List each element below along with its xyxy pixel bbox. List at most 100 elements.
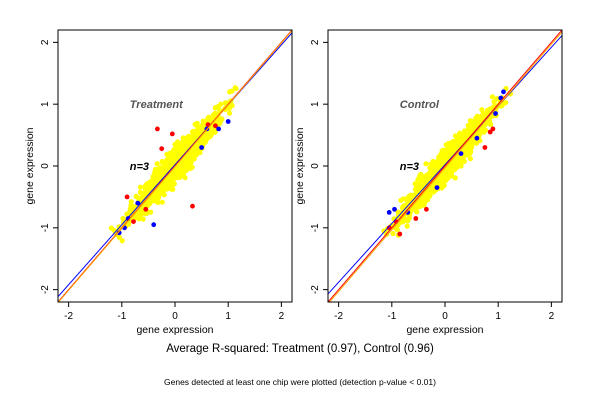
data-point <box>478 128 484 134</box>
fit-line-red <box>328 30 562 302</box>
data-point <box>201 131 207 137</box>
data-point <box>381 228 387 234</box>
data-point <box>197 129 203 135</box>
x-tick-label: 2 <box>549 311 555 322</box>
data-point <box>159 199 165 205</box>
data-point-blue <box>501 89 506 95</box>
y-tick-label: 0 <box>310 163 321 169</box>
data-point <box>226 110 233 116</box>
data-point <box>156 175 162 181</box>
data-point-blue <box>493 111 498 116</box>
y-tick-label: 1 <box>310 101 321 107</box>
data-point <box>211 113 217 119</box>
data-point <box>165 179 171 185</box>
data-point <box>390 230 396 237</box>
data-point <box>440 152 446 158</box>
data-point <box>215 103 221 110</box>
y-tick-label: 2 <box>40 39 51 45</box>
fit-line-blue <box>328 35 562 295</box>
data-point <box>416 204 422 210</box>
data-point <box>414 209 420 215</box>
series-red <box>124 122 218 225</box>
data-point-red <box>213 123 218 129</box>
data-point <box>159 189 165 195</box>
data-point <box>233 85 239 92</box>
panel-title: Control <box>400 99 440 111</box>
data-point <box>452 133 459 139</box>
data-point <box>452 175 458 181</box>
data-point <box>404 223 410 229</box>
data-point <box>443 155 449 161</box>
data-point <box>159 160 165 166</box>
data-point <box>183 141 189 147</box>
x-tick-label: -2 <box>334 311 343 322</box>
data-point <box>137 189 143 195</box>
data-point <box>200 118 206 124</box>
data-point <box>226 105 232 111</box>
y-tick-label: 0 <box>40 163 51 169</box>
data-point <box>146 183 152 189</box>
data-point <box>108 225 114 231</box>
scatter-panel-1: -2 -1 0 1 2 -2 -1 0 1 2 gene expression gene expres… <box>24 29 293 336</box>
series-red <box>386 126 496 237</box>
data-point-red <box>487 129 493 135</box>
data-point-red <box>397 231 403 237</box>
fit-line-orange <box>58 30 292 302</box>
y-tick-label: 1 <box>40 101 51 107</box>
data-point <box>142 186 148 192</box>
x-axis-label: gene expression <box>136 324 213 336</box>
data-point <box>194 148 200 154</box>
data-point <box>128 199 134 205</box>
data-point-red <box>482 145 488 150</box>
data-point <box>462 146 468 152</box>
data-point <box>174 152 181 158</box>
x-tick-label: 2 <box>279 311 285 322</box>
data-point <box>434 165 440 171</box>
data-point <box>148 209 154 215</box>
data-point <box>137 213 143 219</box>
x-tick-label: 1 <box>225 311 231 322</box>
data-point <box>140 216 146 222</box>
x-tick-label: 0 <box>172 311 178 322</box>
panel-annotation: n=3 <box>400 161 419 173</box>
data-point <box>227 89 233 95</box>
x-axis-label: gene expression <box>406 324 483 336</box>
fit-line-orange <box>328 31 562 302</box>
x-tick-label: 1 <box>495 311 501 322</box>
data-point <box>192 121 198 127</box>
data-point <box>455 138 461 144</box>
data-point <box>464 134 470 140</box>
figure-footnote: Genes detected at least one chip were pl… <box>164 377 436 387</box>
data-point <box>468 149 474 155</box>
data-point <box>217 118 223 125</box>
y-tick-label: -1 <box>40 223 51 232</box>
data-point <box>489 94 495 100</box>
data-point <box>450 161 456 167</box>
data-point <box>488 121 494 128</box>
figure-caption: Average R-squared: Treatment (0.97), Con… <box>166 343 434 355</box>
x-tick-label: -1 <box>117 311 126 322</box>
panel-annotation: n=3 <box>130 161 149 173</box>
data-point-blue <box>392 206 397 212</box>
y-tick-label: -2 <box>310 285 321 294</box>
data-point <box>119 238 125 244</box>
data-point <box>151 181 158 187</box>
data-point <box>448 171 455 177</box>
y-axis-label: gene expression <box>294 127 306 204</box>
data-point <box>467 156 473 162</box>
data-point <box>187 165 193 172</box>
data-point <box>190 132 196 138</box>
scatter-panel-2: -2 -1 0 1 2 -2 -1 0 1 2 gene expression gene expres… <box>294 29 563 336</box>
data-point-blue <box>434 185 440 191</box>
data-point-red <box>131 219 136 225</box>
data-point <box>471 118 477 124</box>
data-point <box>420 201 426 207</box>
data-point <box>449 148 455 154</box>
data-point <box>209 128 215 134</box>
data-point <box>154 161 160 167</box>
data-point <box>420 175 427 181</box>
data-point <box>120 215 126 222</box>
data-point-blue <box>474 135 480 141</box>
y-axis-label: gene expression <box>24 127 36 204</box>
